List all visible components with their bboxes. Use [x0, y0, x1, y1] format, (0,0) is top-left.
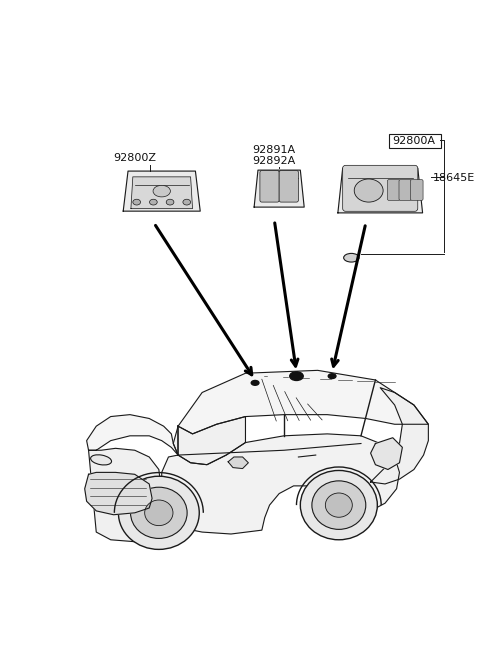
Polygon shape: [254, 170, 304, 207]
Ellipse shape: [133, 199, 141, 205]
Ellipse shape: [290, 372, 303, 380]
FancyBboxPatch shape: [343, 165, 418, 211]
Text: 92800A: 92800A: [392, 136, 435, 146]
Polygon shape: [371, 388, 428, 484]
FancyBboxPatch shape: [399, 180, 411, 200]
Polygon shape: [84, 472, 152, 515]
Ellipse shape: [312, 481, 366, 529]
FancyBboxPatch shape: [279, 171, 299, 202]
Text: 18645E: 18645E: [433, 173, 475, 182]
Ellipse shape: [119, 476, 199, 549]
Ellipse shape: [251, 380, 259, 385]
Text: 92892A: 92892A: [252, 156, 296, 166]
Ellipse shape: [91, 455, 111, 465]
Polygon shape: [178, 371, 428, 434]
Polygon shape: [173, 417, 245, 464]
Ellipse shape: [344, 253, 359, 262]
Ellipse shape: [328, 374, 336, 379]
Ellipse shape: [144, 500, 173, 525]
Polygon shape: [86, 415, 178, 455]
Ellipse shape: [150, 199, 157, 205]
Polygon shape: [338, 168, 422, 213]
FancyBboxPatch shape: [260, 171, 279, 202]
Ellipse shape: [300, 470, 377, 540]
Polygon shape: [228, 457, 248, 468]
Ellipse shape: [166, 199, 174, 205]
Polygon shape: [131, 177, 192, 209]
FancyBboxPatch shape: [387, 180, 400, 200]
Polygon shape: [371, 438, 402, 470]
Polygon shape: [88, 448, 162, 542]
Ellipse shape: [325, 493, 352, 517]
Text: 92800Z: 92800Z: [114, 154, 156, 163]
Polygon shape: [123, 171, 200, 211]
Ellipse shape: [131, 487, 187, 539]
Ellipse shape: [153, 186, 170, 197]
Ellipse shape: [354, 179, 383, 202]
FancyBboxPatch shape: [410, 180, 423, 200]
Text: 92891A: 92891A: [252, 145, 295, 155]
Ellipse shape: [183, 199, 191, 205]
Polygon shape: [162, 434, 399, 534]
